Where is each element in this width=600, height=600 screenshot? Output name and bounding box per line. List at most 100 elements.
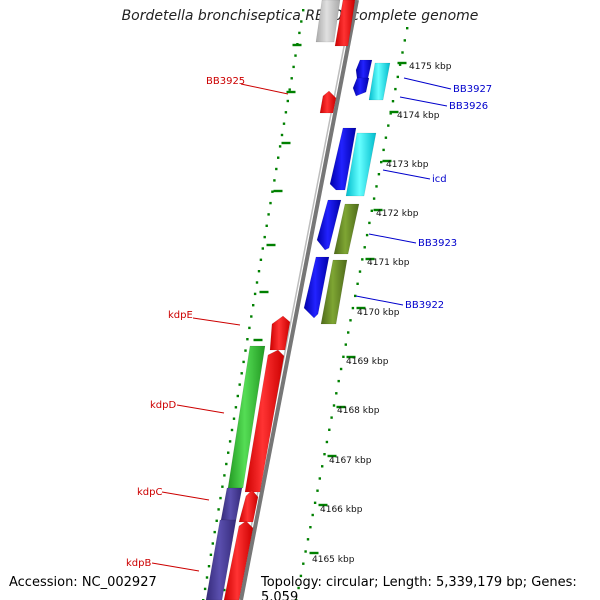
inner-tick-dot [309,526,312,529]
inner-tick-dot [349,319,352,322]
outer-tick-dot [292,65,295,69]
gene-bb3923-blue [316,199,342,251]
accession-label: Accession: NC_002927 [9,575,157,590]
gene-bb3922-olive [320,259,348,325]
outer-tick-dot [275,167,278,171]
inner-tick-dot [358,270,362,273]
outer-tick-dot [263,235,266,239]
gene-kdpc-purple [220,487,243,521]
inner-tick-dot [299,574,303,578]
inner-tick-dot [377,173,381,176]
inner-tick-dot [375,185,378,188]
gene-label-connector [151,562,200,572]
gene-label-connector [192,317,241,326]
outer-tick-dot [219,496,222,500]
inner-tick-dot [394,87,397,91]
inner-tick-dot [389,112,392,115]
outer-tick-dot [253,292,257,296]
outer-tick-dot [232,417,236,420]
backbone-line [239,0,359,600]
outer-tick-dot [221,485,224,488]
gene-kdpc-red [238,489,259,523]
outer-tick-dot [284,111,288,114]
outer-tick-dot [252,304,255,307]
gene-bb3925 [319,90,337,114]
outer-tick-dot [298,31,301,35]
gene-bb3922-blue [303,256,330,319]
inner-tick-dot [302,562,305,565]
outer-tick-dot [273,179,276,182]
gene-bb3926-blue [352,77,370,97]
outer-tick-dot [255,281,259,284]
outer-tick-dot [257,270,261,273]
gene-bb3926-cyan [368,62,391,101]
inner-tick-dot [380,160,383,164]
gene-kdpb-red [223,520,254,600]
inner-tick-dot [323,453,326,456]
outer-tick-dot [250,315,253,318]
inner-tick-dot [342,355,345,358]
gene-label-bb3925: BB3925 [206,76,245,87]
outer-tick-dot [228,440,232,443]
inner-tick-dot [361,258,364,261]
gene-label-kdpc: kdpC [137,487,162,498]
gene-grey-top [315,0,341,43]
outer-tick-dot [223,474,226,477]
gene-label-connector [382,169,431,180]
outer-tick-dot [227,451,230,454]
gene-bb3927-blue [355,59,373,79]
gene-kdpd-green [227,345,266,489]
inner-tick-dot [316,489,319,492]
inner-tick-dot [384,136,388,139]
outer-tick-dot [240,372,243,375]
inner-tick-dot [330,416,333,419]
outer-tick-dot [215,519,218,522]
inner-tick-dot [311,513,314,517]
gene-label-icd: icd [432,174,447,185]
gene-label-connector [240,83,289,95]
inner-tick-dot [356,282,359,285]
outer-tick-dot [277,156,280,159]
inner-tick-dot [339,367,343,371]
outer-tick-dot [271,190,274,193]
inner-tick-dot [372,197,376,200]
outer-tick-dot [230,428,234,432]
gene-red-top [334,0,356,47]
inner-tick-dot [398,63,402,66]
gene-label-kdpe: kdpE [168,310,193,321]
outer-tick-dot [238,383,241,386]
inner-tick-dot [306,538,310,541]
gene-label-kdpd: kdpD [150,400,176,411]
gene-kdpd-red [244,349,285,493]
inner-tick-dot [321,465,324,468]
gene-label-bb3923: BB3923 [418,238,457,249]
inner-tick-dot [318,477,321,480]
scale-label: 4172 kbp [376,209,419,219]
topology-label: Topology: circular; Length: 5,339,179 bp… [261,575,577,600]
inner-tick-dot [406,27,409,30]
inner-tick-dot [368,221,371,225]
outer-tick-dot [246,338,249,341]
gene-label-connector [355,295,404,306]
outer-tick-dot [300,20,303,23]
inner-tick-dot [304,550,307,553]
inner-tick-dot [365,233,369,237]
inner-tick-dot [403,39,406,42]
gene-label-bb3926: BB3926 [449,101,488,112]
scale-label: 4170 kbp [357,308,400,318]
inner-tick-dot [354,294,357,298]
outer-tick-dot [269,201,272,205]
outer-tick-dot [207,565,211,568]
inner-tick-dot [382,148,385,152]
gene-kdpb-purple [205,519,237,600]
scale-label: 4171 kbp [367,258,410,268]
inner-tick-dot [328,428,331,431]
gene-label-connector [368,233,417,244]
scale-label: 4173 kbp [386,160,429,170]
inner-tick-dot [325,440,329,444]
gene-label-kdpb: kdpB [126,558,151,569]
scale-label: 4175 kbp [409,62,452,72]
gene-kdpe [269,315,291,351]
